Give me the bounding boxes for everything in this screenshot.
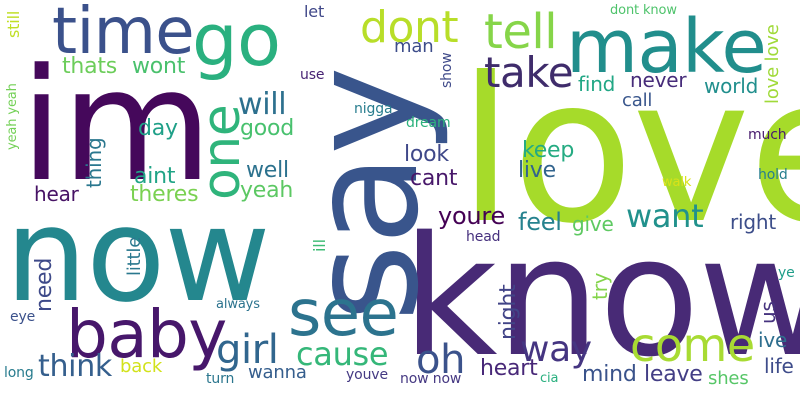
word-call: call <box>622 90 653 111</box>
word-head: head <box>466 229 501 245</box>
word-turn: turn <box>206 371 235 387</box>
word-need: need <box>32 257 57 312</box>
word-ive: ive <box>758 328 788 352</box>
word-cant: cant <box>410 166 458 191</box>
word-never: never <box>630 68 687 92</box>
word-wont: wont <box>132 54 186 79</box>
word-long: long <box>4 365 34 381</box>
word-cause: cause <box>296 335 389 373</box>
word-oh: oh <box>416 337 466 383</box>
word-youre: youre <box>438 202 506 230</box>
word-mind: mind <box>582 362 637 387</box>
word-heart: heart <box>480 356 538 381</box>
word-eye: eye <box>10 309 36 325</box>
word-give: give <box>572 212 614 236</box>
word-still: still <box>4 10 23 38</box>
word-show: show <box>439 52 455 88</box>
word-girl: girl <box>216 327 279 373</box>
word-yeah-yeah: yeah yeah <box>5 83 20 150</box>
word-much: much <box>748 127 787 143</box>
word-world: world <box>704 74 759 98</box>
word-thats: thats <box>62 54 118 79</box>
word-baby: baby <box>66 296 227 373</box>
word-back: back <box>120 356 163 377</box>
word-cia: cia <box>540 371 559 386</box>
word-dont-know: dont know <box>610 3 677 18</box>
word-nigga: nigga <box>354 101 393 117</box>
word-want: want <box>626 197 704 235</box>
word-know: know <box>402 201 800 393</box>
word-little: little <box>124 236 145 276</box>
word-take: take <box>484 48 574 97</box>
word-good: good <box>240 116 294 141</box>
word-time: time <box>52 0 195 69</box>
word-try: try <box>588 272 612 300</box>
word-go: go <box>192 0 281 82</box>
word-leave: leave <box>644 362 703 387</box>
word-will: will <box>238 87 287 122</box>
word-night: night <box>496 284 521 341</box>
word-us: us <box>756 301 780 324</box>
word-live: live <box>518 158 556 183</box>
word-tell: tell <box>484 4 558 60</box>
word-ill: ill <box>310 239 329 252</box>
word-youve: youve <box>346 367 388 383</box>
word-think: think <box>38 349 112 384</box>
word-look: look <box>404 142 449 167</box>
word-always: always <box>216 297 260 312</box>
word-hold: hold <box>758 167 788 183</box>
word-love-love: love love <box>762 24 783 104</box>
word-now-now: now now <box>400 371 462 387</box>
word-well: well <box>246 158 289 183</box>
word-see: see <box>288 277 399 351</box>
word-come: come <box>630 318 755 372</box>
word-shes: shes <box>708 368 749 389</box>
word-ye: ye <box>778 265 795 281</box>
word-day: day <box>138 116 178 141</box>
word-yeah: yeah <box>240 178 294 203</box>
word-right: right <box>730 210 776 234</box>
word-use: use <box>300 67 325 83</box>
word-man: man <box>394 36 434 57</box>
word-hear: hear <box>34 182 79 206</box>
word-life: life <box>764 354 794 378</box>
word-love: love <box>458 35 800 268</box>
word-dream: dream <box>406 115 451 131</box>
word-thing: thing <box>82 137 106 188</box>
word-way: way <box>520 329 592 370</box>
word-keep: keep <box>522 138 575 163</box>
word-make: make <box>566 4 767 90</box>
word-aint: aint <box>134 164 176 189</box>
word-find: find <box>578 72 616 96</box>
word-wanna: wanna <box>248 362 307 383</box>
word-theres: theres <box>130 182 199 207</box>
word-im: im <box>20 35 213 216</box>
word-let: let <box>304 2 325 21</box>
word-walk: walk <box>662 175 692 190</box>
word-dont: dont <box>360 2 459 53</box>
word-feel: feel <box>518 208 562 236</box>
word-now: now <box>5 179 271 331</box>
